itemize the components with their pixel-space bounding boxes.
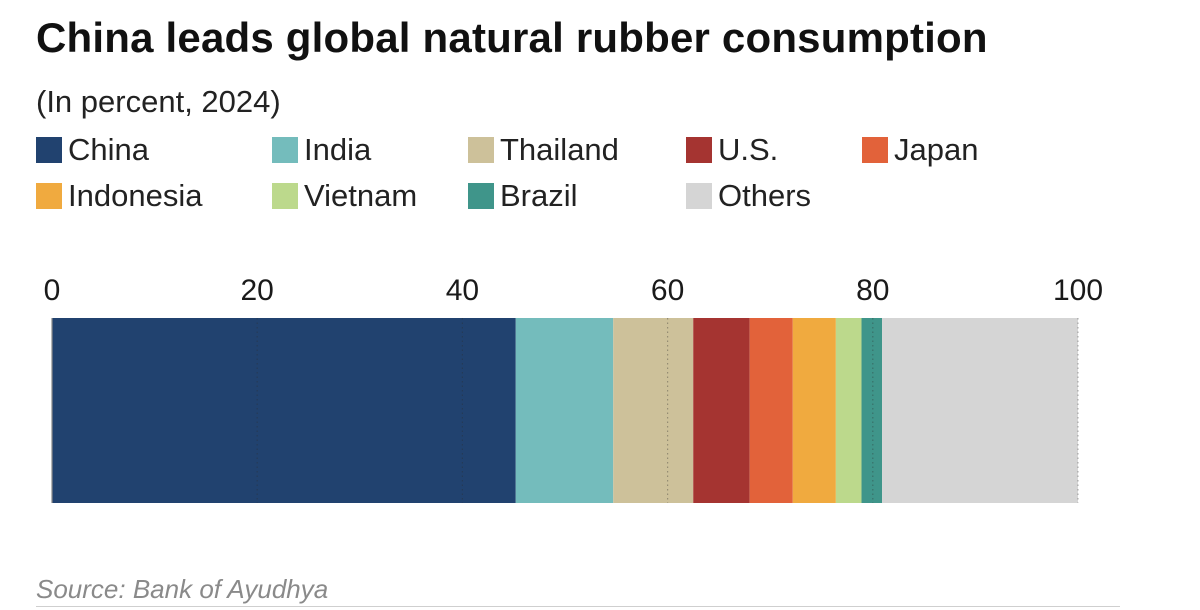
tick-label: 80 [856, 274, 889, 307]
legend-item-u-s: U.S. [686, 132, 778, 168]
legend-item-vietnam: Vietnam [272, 178, 417, 214]
legend-label: Thailand [500, 132, 619, 167]
tick-label: 100 [1053, 274, 1103, 307]
legend-swatch [36, 137, 62, 163]
legend-item-china: China [36, 132, 149, 168]
legend-label: Vietnam [304, 178, 418, 213]
bar-segment-thailand [613, 318, 694, 503]
legend-item-india: India [272, 132, 371, 168]
legend-swatch [468, 183, 494, 209]
tick-label: 60 [651, 274, 684, 307]
legend-label: Brazil [500, 178, 578, 213]
legend: China India Thailand U.S. Japan Indonesia Viet… [36, 132, 1136, 222]
legend-label: U.S. [718, 132, 779, 167]
bar-segment-indonesia [792, 318, 836, 503]
bar-segment-vietnam [835, 318, 862, 503]
legend-swatch [686, 137, 712, 163]
bar-segment-japan [749, 318, 793, 503]
tick-label: 0 [44, 274, 61, 307]
legend-item-others: Others [686, 178, 811, 214]
source-note: Source: Bank of Ayudhya [36, 574, 329, 604]
stacked-bar-chart: 0 20 40 60 80 100 [44, 274, 1103, 503]
chart-subtitle: (In percent, 2024) [36, 84, 281, 119]
legend-swatch [686, 183, 712, 209]
legend-swatch [272, 137, 298, 163]
legend-swatch [468, 137, 494, 163]
legend-swatch [36, 183, 62, 209]
tick-label: 20 [241, 274, 274, 307]
legend-item-brazil: Brazil [468, 178, 578, 214]
source-divider [36, 606, 1120, 607]
bar-segment-u-s [693, 318, 750, 503]
bar-segment-china [52, 318, 516, 503]
bar-segment-india [515, 318, 614, 503]
legend-label: Others [718, 178, 812, 213]
legend-label: Indonesia [68, 178, 203, 213]
tick-label: 40 [446, 274, 479, 307]
legend-item-japan: Japan [862, 132, 978, 168]
legend-swatch [862, 137, 888, 163]
legend-label: China [68, 132, 149, 167]
legend-swatch [272, 183, 298, 209]
legend-label: India [304, 132, 372, 167]
bar-segment-others [882, 318, 1078, 503]
bar-segment-brazil [861, 318, 883, 503]
legend-item-indonesia: Indonesia [36, 178, 202, 214]
chart-title: China leads global natural rubber consum… [36, 14, 988, 61]
legend-item-thailand: Thailand [468, 132, 619, 168]
legend-label: Japan [894, 132, 979, 167]
